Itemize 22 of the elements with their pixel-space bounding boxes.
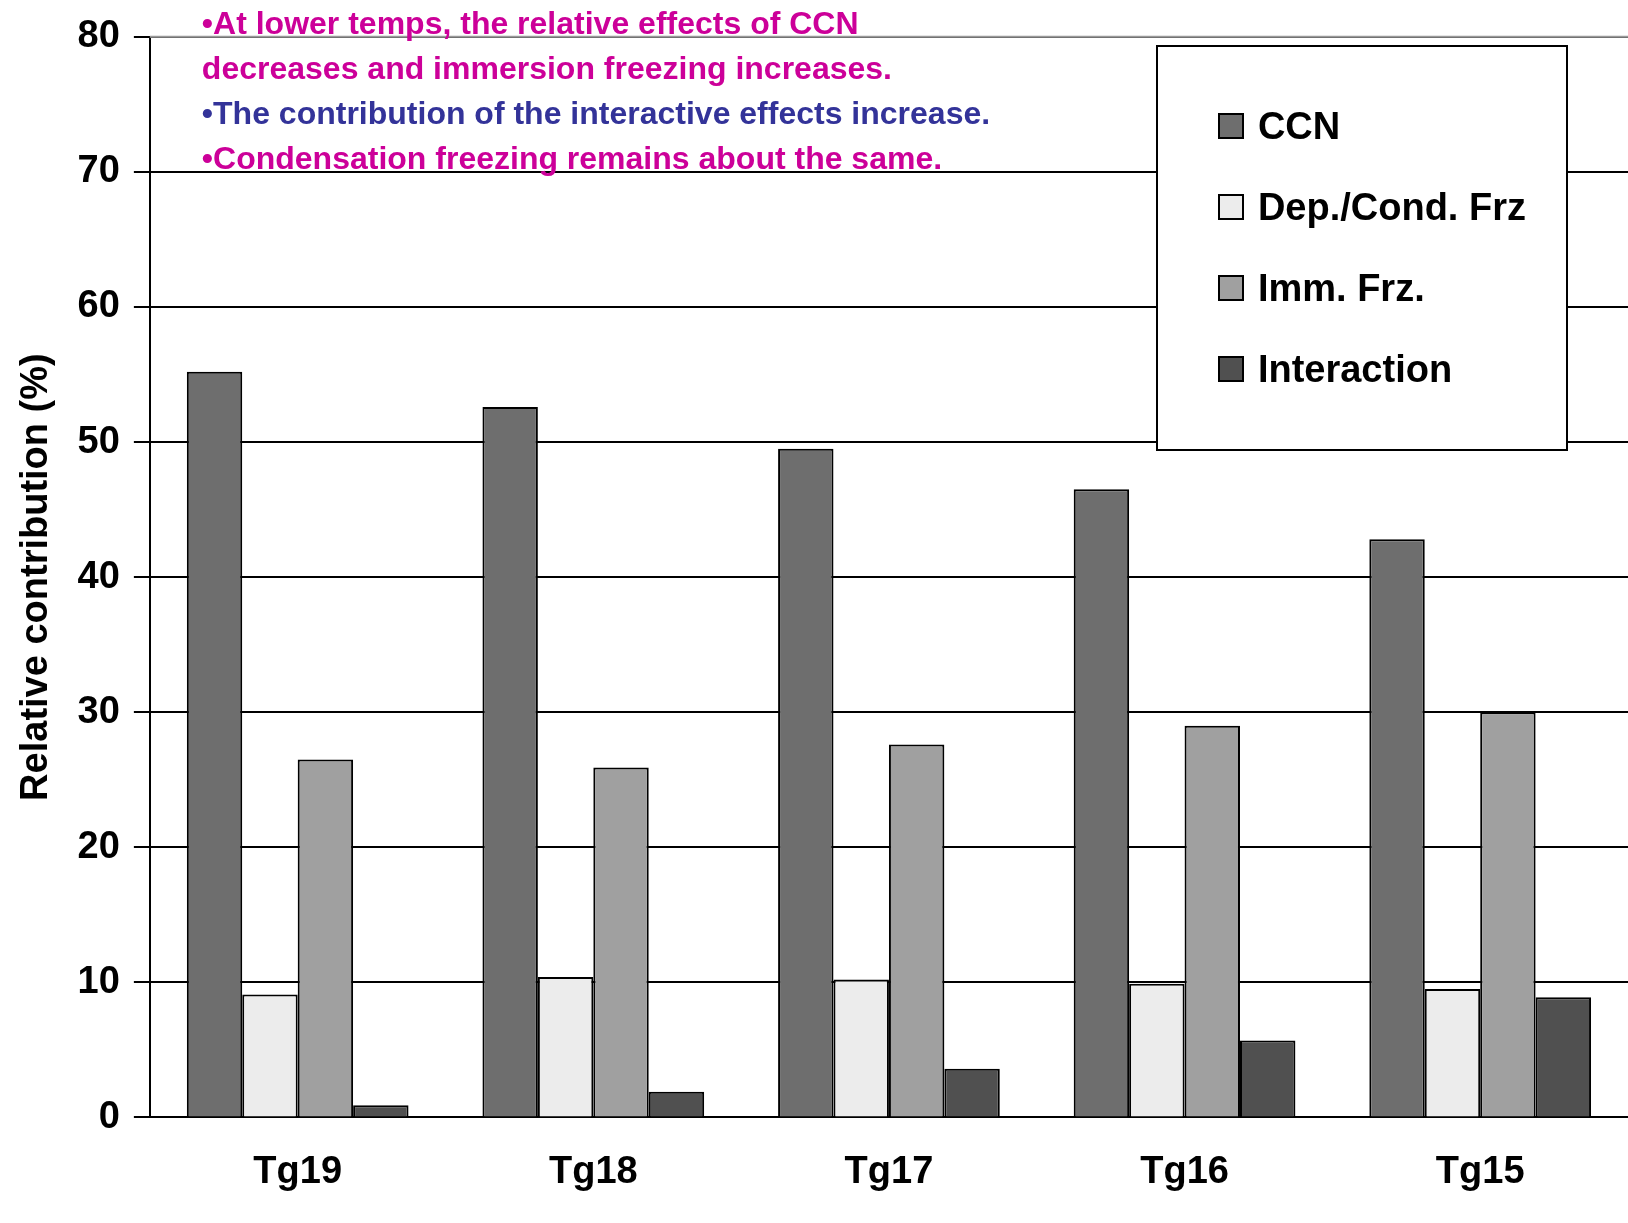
annotation: •The contribution of the interactive effects increase. [201,94,991,131]
x-tick-label: Tg16 [1140,1148,1229,1191]
legend-label: Dep./Cond. Frz [1256,185,1526,229]
legend-label: Interaction [1256,347,1454,391]
annotation: •Condensation freezing remains about the same. [201,139,943,176]
y-tick-label: 80 [77,13,120,56]
y-tick-label: 0 [98,1093,120,1136]
y-tick-label: 20 [77,823,120,866]
y-tick-label: 30 [77,688,120,731]
x-tick-label: Tg17 [844,1148,934,1191]
legend-label: Imm. Frz. [1256,266,1426,310]
y-axis-title: Relative contribution (%) [13,353,56,801]
y-tick-label: 60 [77,283,120,326]
x-tick-label: Tg15 [1435,1148,1525,1191]
y-tick-label: 70 [77,148,120,191]
y-tick-label: 10 [77,958,120,1001]
y-tick-label: 50 [77,418,120,461]
y-tick-label: 40 [77,553,120,596]
legend-label: CCN [1256,104,1342,148]
x-tick-label: Tg18 [548,1148,638,1191]
x-tick-label: Tg19 [253,1148,343,1191]
annotation: •At lower temps, the relative effects of CCN decreases and immersion freezing increases. [201,4,892,86]
